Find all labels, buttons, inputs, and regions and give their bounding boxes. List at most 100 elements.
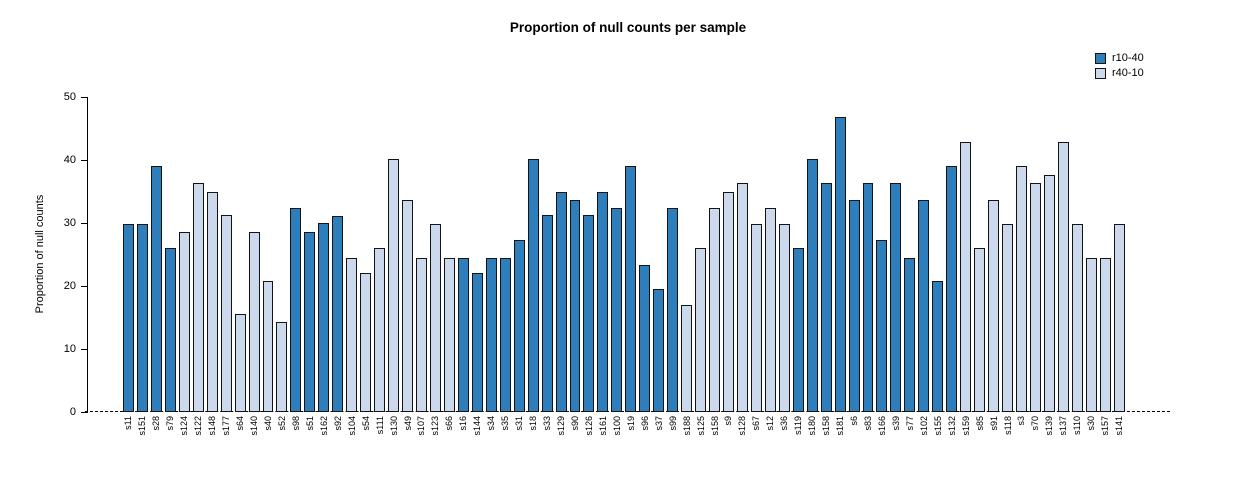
bar — [988, 199, 1000, 412]
x-tick-label: s91 — [988, 416, 999, 431]
x-tick-label: s54 — [360, 416, 371, 431]
x-tick-label: s6 — [849, 416, 860, 426]
x-tick-cell: s40 — [263, 416, 274, 460]
y-tick-mark — [81, 223, 87, 224]
x-tick-label: s51 — [304, 416, 315, 431]
bar — [918, 199, 930, 412]
x-tick-cell: s118 — [1002, 416, 1013, 460]
y-tick-mark — [81, 160, 87, 161]
bar — [653, 289, 665, 412]
bar — [862, 183, 874, 412]
x-tick-cell: s166 — [876, 416, 887, 460]
bar — [1099, 257, 1111, 412]
bar — [457, 257, 469, 412]
x-tick-cell: s49 — [402, 416, 413, 460]
x-tick-label: s19 — [625, 416, 636, 431]
x-tick-cell: s125 — [695, 416, 706, 460]
x-tick-cell: s141 — [1114, 416, 1125, 460]
x-tick-label: s52 — [276, 416, 287, 431]
x-tick-label: s141 — [1114, 416, 1125, 436]
x-tick-cell: s3 — [1016, 416, 1027, 460]
x-tick-label: s125 — [695, 416, 706, 436]
x-tick-cell: s144 — [472, 416, 483, 460]
x-tick-label: s11 — [123, 416, 134, 430]
bar — [876, 240, 888, 412]
x-tick-cell: s157 — [1100, 416, 1111, 460]
legend-label: r10-40 — [1112, 52, 1144, 64]
bar — [806, 159, 818, 412]
bar — [513, 240, 525, 412]
x-tick-cell: s6 — [849, 416, 860, 460]
chart-title: Proportion of null counts per sample — [509, 20, 747, 35]
bar — [695, 248, 707, 412]
bar — [290, 207, 302, 412]
x-tick-label: s3 — [1016, 416, 1027, 426]
x-tick-cell: s161 — [597, 416, 608, 460]
bar — [778, 224, 790, 412]
bar — [1085, 257, 1097, 412]
x-tick-label: s33 — [542, 416, 553, 431]
x-tick-label: s180 — [807, 416, 818, 436]
x-tick-label: s151 — [137, 416, 148, 436]
x-tick-label: s140 — [249, 416, 260, 436]
bar — [569, 199, 581, 412]
bar — [123, 224, 134, 412]
x-tick-label: s110 — [1072, 416, 1083, 435]
bar — [1002, 224, 1013, 412]
x-tick-label: s49 — [402, 416, 413, 431]
x-tick-cell: s79 — [165, 416, 176, 460]
bar — [276, 321, 288, 412]
x-tick-cell: s119 — [793, 416, 804, 460]
x-tick-label: s123 — [430, 416, 441, 436]
x-tick-cell: s96 — [639, 416, 650, 460]
x-tick-label: s9 — [723, 416, 734, 426]
x-tick-cell: s181 — [835, 416, 846, 460]
x-tick-label: s139 — [1044, 416, 1055, 436]
x-tick-label: s119 — [793, 416, 804, 435]
x-tick-label: s96 — [639, 416, 650, 431]
x-tick-cell: s188 — [681, 416, 692, 460]
bars-area — [123, 97, 1125, 412]
bar — [220, 215, 232, 412]
x-tick-label: s64 — [235, 416, 246, 431]
x-tick-label: s98 — [290, 416, 301, 431]
x-tick-label: s40 — [263, 416, 273, 431]
x-tick-label: s157 — [1100, 416, 1111, 436]
x-tick-label: s12 — [765, 416, 776, 431]
bar — [206, 191, 218, 412]
x-tick-cell: s140 — [249, 416, 260, 460]
x-tick-cell: s92 — [332, 416, 343, 460]
legend-row: r10-40 — [1095, 52, 1144, 64]
legend-swatch — [1095, 67, 1106, 79]
y-tick-mark — [81, 349, 87, 350]
y-tick-mark — [81, 286, 87, 287]
bar — [402, 199, 414, 412]
x-tick-cell: s123 — [430, 416, 441, 460]
x-tick-label: s161 — [597, 416, 608, 436]
legend-row: r40-10 — [1095, 67, 1144, 79]
bar — [429, 224, 441, 412]
y-tick-label: 20 — [63, 280, 76, 292]
bar — [388, 159, 400, 412]
x-tick-cell: s130 — [388, 416, 399, 460]
x-tick-label: s181 — [835, 416, 846, 436]
x-tick-label: s70 — [1030, 416, 1041, 431]
x-tick-label: s67 — [751, 416, 762, 431]
bar — [904, 257, 916, 412]
x-tick-cell: s148 — [207, 416, 218, 460]
bar — [960, 142, 972, 412]
bar — [890, 183, 902, 412]
x-tick-label: s16 — [458, 416, 469, 431]
y-tick-label: 0 — [69, 406, 76, 418]
bar — [527, 159, 539, 412]
bar — [932, 280, 944, 412]
bar — [639, 264, 651, 412]
bar — [597, 191, 609, 412]
x-tick-cell: s64 — [235, 416, 246, 460]
x-tick-cell: s180 — [807, 416, 818, 460]
bar — [834, 117, 846, 412]
y-tick-label: 30 — [63, 217, 76, 229]
x-tick-label: s37 — [653, 416, 664, 431]
x-tick-cell: s107 — [416, 416, 427, 460]
